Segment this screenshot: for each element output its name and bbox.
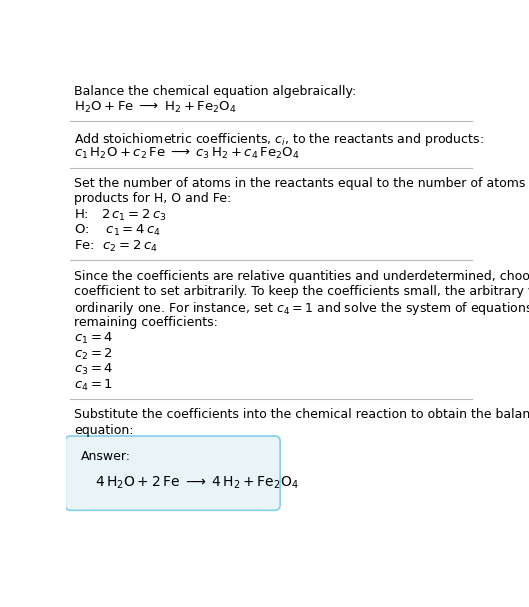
- Text: $c_1 = 4$: $c_1 = 4$: [74, 331, 114, 347]
- Text: coefficient to set arbitrarily. To keep the coefficients small, the arbitrary va: coefficient to set arbitrarily. To keep …: [74, 285, 529, 298]
- Text: $c_1\, \mathregular{H_2O} + c_2\, \mathregular{Fe} \;\longrightarrow\; c_3\, \ma: $c_1\, \mathregular{H_2O} + c_2\, \mathr…: [74, 146, 300, 161]
- Text: Add stoichiometric coefficients, $c_i$, to the reactants and products:: Add stoichiometric coefficients, $c_i$, …: [74, 131, 484, 148]
- Text: Fe:  $c_2 = 2\,c_4$: Fe: $c_2 = 2\,c_4$: [74, 239, 158, 254]
- Text: Balance the chemical equation algebraically:: Balance the chemical equation algebraica…: [74, 84, 357, 98]
- Text: Since the coefficients are relative quantities and underdetermined, choose a: Since the coefficients are relative quan…: [74, 270, 529, 283]
- Text: Set the number of atoms in the reactants equal to the number of atoms in the: Set the number of atoms in the reactants…: [74, 177, 529, 190]
- Text: $c_3 = 4$: $c_3 = 4$: [74, 362, 114, 378]
- Text: Answer:: Answer:: [80, 450, 131, 463]
- Text: H:   $2\,c_1 = 2\,c_3$: H: $2\,c_1 = 2\,c_3$: [74, 208, 167, 223]
- FancyBboxPatch shape: [65, 436, 280, 510]
- Text: $c_4 = 1$: $c_4 = 1$: [74, 378, 113, 393]
- Text: products for H, O and Fe:: products for H, O and Fe:: [74, 192, 232, 206]
- Text: $4\,\mathregular{H_2O} + 2\,\mathregular{Fe} \;\longrightarrow\; 4\,\mathregular: $4\,\mathregular{H_2O} + 2\,\mathregular…: [95, 474, 298, 490]
- Text: $c_2 = 2$: $c_2 = 2$: [74, 347, 113, 362]
- Text: remaining coefficients:: remaining coefficients:: [74, 316, 218, 329]
- Text: Substitute the coefficients into the chemical reaction to obtain the balanced: Substitute the coefficients into the che…: [74, 409, 529, 421]
- Text: ordinarily one. For instance, set $c_4 = 1$ and solve the system of equations fo: ordinarily one. For instance, set $c_4 =…: [74, 300, 529, 317]
- Text: O:    $c_1 = 4\,c_4$: O: $c_1 = 4\,c_4$: [74, 223, 161, 239]
- Text: $\mathregular{H_2O + Fe} \;\longrightarrow\; \mathregular{H_2 + Fe_2O_4}$: $\mathregular{H_2O + Fe} \;\longrightarr…: [74, 100, 237, 115]
- Text: equation:: equation:: [74, 424, 134, 437]
